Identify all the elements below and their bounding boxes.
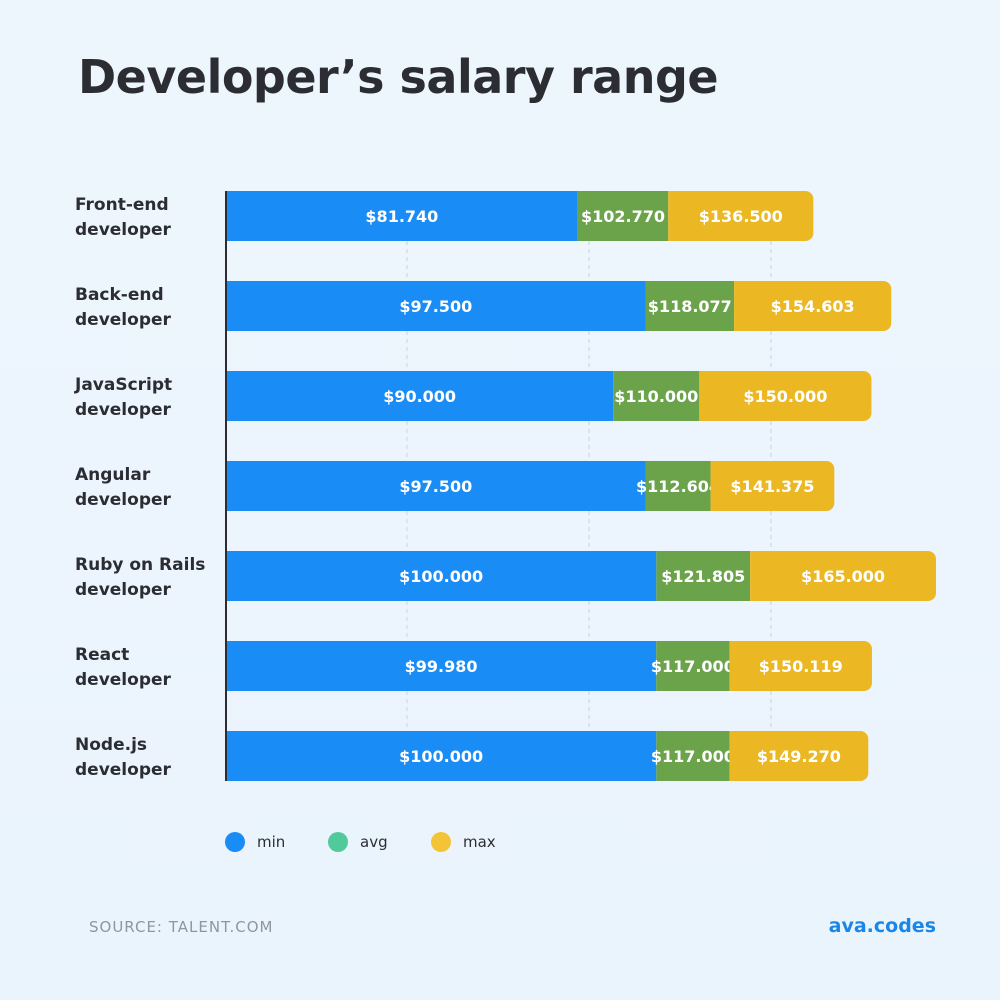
- bar-segment-avg: [645, 461, 711, 511]
- row-label-line: JavaScript: [74, 375, 172, 395]
- bar-segment-max: [699, 371, 872, 421]
- legend-item-min: min: [225, 832, 328, 852]
- row-label-line: developer: [75, 490, 172, 510]
- data-label-min: $90.000: [383, 387, 456, 406]
- bar-segment-min: [226, 191, 578, 241]
- row-label: JavaScript developer: [74, 375, 172, 420]
- legend-swatch-max: [431, 832, 451, 852]
- brand-logo[interactable]: ava.codes: [828, 915, 936, 937]
- data-label-min: $97.500: [399, 477, 472, 496]
- data-label-max: $149.270: [757, 747, 841, 766]
- row-label: Back-end developer: [75, 285, 172, 330]
- row-label-line: developer: [75, 670, 172, 690]
- bar-segment-avg: [656, 551, 751, 601]
- row-label-line: Front-end: [75, 195, 169, 215]
- bar-segment-min: [226, 641, 657, 691]
- row-label-line: Node.js: [75, 735, 147, 755]
- row-label-line: Angular: [75, 465, 151, 485]
- bar-segment-max: [750, 551, 936, 601]
- row-label-line: developer: [75, 220, 172, 240]
- data-label-min: $97.500: [399, 297, 472, 316]
- row-label: Angular developer: [75, 465, 172, 510]
- row-label-line: developer: [75, 760, 172, 780]
- data-label-max: $150.000: [743, 387, 827, 406]
- bar-segment-min: [226, 281, 646, 331]
- bar-segment-max: [668, 191, 814, 241]
- legend-label-max: max: [463, 833, 496, 851]
- legend-swatch-min: [225, 832, 245, 852]
- data-label-max: $141.375: [730, 477, 814, 496]
- bar-segment-min: [226, 371, 614, 421]
- data-label-max: $165.000: [801, 567, 885, 586]
- bar-segment-max: [710, 461, 835, 511]
- data-label-avg: $112.604: [636, 477, 720, 496]
- data-label-avg: $117.000: [651, 747, 735, 766]
- chart-title: Developer’s salary range: [78, 50, 719, 104]
- row-label: Node.js developer: [75, 735, 172, 780]
- legend-item-max: max: [431, 832, 534, 852]
- row-label: Front-end developer: [75, 195, 172, 240]
- data-label-avg: $117.000: [651, 657, 735, 676]
- data-label-min: $100.000: [399, 747, 483, 766]
- row-label-line: Ruby on Rails: [75, 555, 205, 575]
- data-label-max: $150.119: [759, 657, 843, 676]
- data-label-avg: $110.000: [614, 387, 698, 406]
- bar-segment-max: [729, 731, 869, 781]
- data-label-min: $99.980: [405, 657, 478, 676]
- legend-label-avg: avg: [360, 833, 388, 851]
- data-label-avg: $102.770: [581, 207, 665, 226]
- row-label-line: developer: [75, 400, 172, 420]
- data-label-min: $81.740: [365, 207, 438, 226]
- bar-segment-min: [226, 551, 657, 601]
- legend-swatch-avg: [328, 832, 348, 852]
- row-label-line: Back-end: [75, 285, 164, 305]
- data-label-avg: $118.077: [648, 297, 732, 316]
- bar-segment-min: [226, 731, 657, 781]
- row-label: React developer: [75, 645, 172, 690]
- row-label-line: React: [75, 645, 129, 665]
- data-label-min: $100.000: [399, 567, 483, 586]
- row-label-line: developer: [75, 310, 172, 330]
- bar-segment-avg: [656, 641, 730, 691]
- row-label-line: developer: [75, 580, 172, 600]
- data-label-avg: $121.805: [661, 567, 745, 586]
- bar-segment-max: [729, 641, 872, 691]
- data-label-max: $136.500: [699, 207, 783, 226]
- bar-segment-avg: [645, 281, 735, 331]
- source-note: SOURCE: TALENT.COM: [89, 918, 274, 936]
- bar-segment-min: [226, 461, 646, 511]
- data-label-max: $154.603: [771, 297, 855, 316]
- bar-segment-avg: [656, 731, 730, 781]
- legend-item-avg: avg: [328, 832, 431, 852]
- bar-segment-avg: [613, 371, 700, 421]
- bar-segment-avg: [577, 191, 669, 241]
- row-label: Ruby on Rails developer: [75, 555, 205, 600]
- legend: min avg max: [225, 832, 534, 852]
- bar-segment-max: [734, 281, 892, 331]
- legend-label-min: min: [257, 833, 286, 851]
